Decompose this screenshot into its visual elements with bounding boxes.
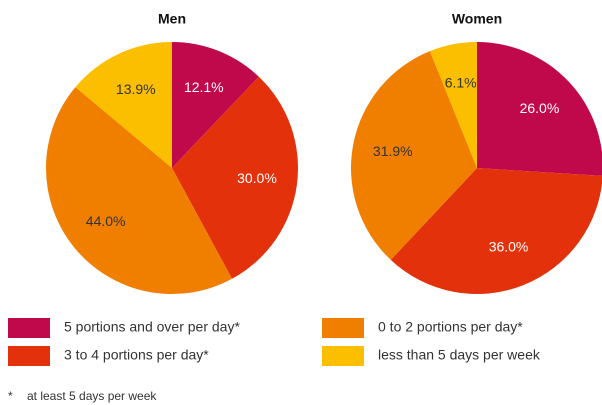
pie-slice: [45, 87, 233, 295]
slice-label: 12.1%: [184, 79, 224, 95]
chart-title: Women: [452, 11, 502, 27]
slice-label: 31.9%: [373, 143, 413, 159]
pie-slice: [350, 51, 477, 260]
legend-label: 5 portions and over per day*: [64, 319, 240, 335]
pie-slice: [75, 42, 172, 168]
pie-slice: [172, 76, 299, 279]
slice-label: 36.0%: [489, 238, 529, 254]
legend-swatch: [8, 318, 50, 338]
slice-label: 26.0%: [520, 100, 560, 116]
legend-swatch: [322, 346, 364, 366]
chart-title: Men: [158, 11, 186, 27]
legend-label: 0 to 2 portions per day*: [378, 319, 523, 335]
legend-label: less than 5 days per week: [378, 347, 541, 363]
pie-slice: [172, 42, 259, 168]
pie-slice: [477, 42, 602, 176]
legend-label: 3 to 4 portions per day*: [64, 347, 209, 363]
slice-label: 44.0%: [86, 213, 126, 229]
pie-slice: [390, 168, 602, 294]
footnote-marker: *: [8, 389, 13, 403]
legend-swatch: [8, 346, 50, 366]
slice-label: 30.0%: [237, 170, 277, 186]
slice-label: 6.1%: [445, 75, 477, 91]
pie-slice: [429, 42, 477, 168]
slice-label: 13.9%: [116, 81, 156, 97]
footnote-text: at least 5 days per week: [27, 389, 157, 403]
legend-swatch: [322, 318, 364, 338]
